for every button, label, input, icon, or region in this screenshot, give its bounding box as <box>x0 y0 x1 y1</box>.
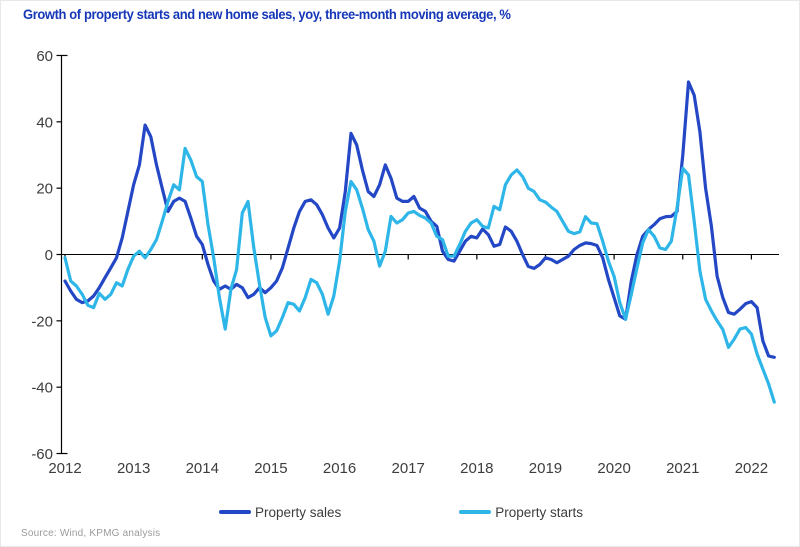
property-sales-line-swatch <box>218 510 251 514</box>
x-tick-label: 2022 <box>735 460 768 477</box>
legend-item-property-sales: Property sales <box>218 504 342 520</box>
x-tick-label: 2019 <box>529 460 562 477</box>
y-tick-label: 0 <box>45 247 53 264</box>
x-tick-label: 2020 <box>597 460 630 477</box>
y-tick-label: -20 <box>31 313 53 330</box>
chart-legend: Property sales Property starts <box>1 501 799 523</box>
y-tick-label: -40 <box>31 380 53 397</box>
legend-label: Property starts <box>495 504 584 520</box>
x-tick-label: 2017 <box>392 460 425 477</box>
property-starts-line <box>63 146 776 404</box>
x-tick-label: 2012 <box>48 460 81 477</box>
legend-item-property-starts: Property starts <box>459 505 583 520</box>
y-tick-label: 40 <box>36 114 53 131</box>
property-sales-line <box>63 80 776 359</box>
source-note: Source: Wind, KPMG analysis <box>21 528 161 539</box>
x-tick-label: 2014 <box>186 460 219 477</box>
legend-label: Property sales <box>254 504 342 520</box>
chart-title: Growth of property starts and new home s… <box>23 7 511 22</box>
y-tick-label: 60 <box>36 48 53 65</box>
x-tick-label: 2018 <box>460 460 493 477</box>
x-tick-label: 2016 <box>323 460 356 477</box>
y-tick-label: 20 <box>36 181 53 198</box>
x-tick-label: 2013 <box>117 460 150 477</box>
x-tick-label: 2015 <box>254 460 287 477</box>
y-tick-label: -60 <box>31 446 53 463</box>
x-tick-label: 2021 <box>666 460 699 477</box>
property-starts-line-swatch <box>459 510 492 514</box>
